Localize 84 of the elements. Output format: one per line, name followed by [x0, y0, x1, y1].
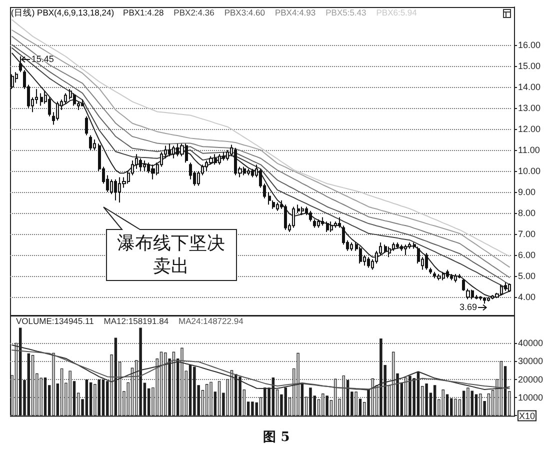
- candlestick: [466, 288, 470, 300]
- candlestick: [139, 158, 142, 172]
- y-tick-label: 10.00: [518, 166, 541, 176]
- candlestick: [326, 220, 329, 232]
- candlestick: [168, 143, 171, 157]
- text: PBX1:4.28: [123, 8, 164, 18]
- y-tick-label: 30000: [518, 356, 544, 366]
- candlestick: [446, 269, 449, 279]
- candlestick: [143, 160, 146, 172]
- candlestick: [114, 178, 117, 201]
- y-tick-label: 40000: [518, 338, 544, 348]
- annotation: 3.69: [459, 302, 477, 312]
- candlestick: [479, 296, 482, 301]
- candlestick: [247, 168, 250, 176]
- candlestick: [429, 267, 432, 275]
- text: PBX4:4.93: [274, 8, 316, 18]
- y-tick-label: 14.00: [518, 82, 541, 92]
- y-tick-label: 9.00: [518, 187, 536, 198]
- candlestick: [400, 244, 403, 252]
- y-tick-label: X10: [519, 411, 536, 422]
- candlestick: [334, 220, 337, 228]
- candlestick: [359, 246, 362, 264]
- candlestick: [81, 99, 84, 106]
- candlestick: [454, 274, 457, 283]
- candlestick: [309, 210, 312, 222]
- chart-title: (日线) PBX(4,6,9,13,18,24): [11, 8, 114, 18]
- candlestick: [367, 256, 370, 268]
- text: PBX3:4.60: [224, 8, 266, 18]
- candlestick: [172, 145, 175, 159]
- candlestick: [89, 134, 92, 150]
- caption: 图 5: [262, 429, 291, 446]
- candlestick: [483, 296, 486, 304]
- candlestick: [317, 218, 320, 228]
- candlestick: [425, 252, 428, 270]
- text: PBX2:4.36: [174, 8, 215, 18]
- y-tick-label: 7.00: [518, 229, 536, 240]
- candlestick: [222, 152, 225, 161]
- text: MA12:158191.84: [104, 316, 169, 326]
- y-tick-label: 6.00: [518, 250, 536, 260]
- candlestick: [218, 154, 221, 166]
- candlestick: [350, 242, 353, 252]
- y-tick-label: 15.00: [518, 60, 541, 71]
- candlestick: [73, 92, 76, 106]
- candlestick: [388, 246, 391, 258]
- candlestick: [404, 244, 407, 256]
- candlestick: [396, 242, 399, 250]
- candlestick: [284, 204, 287, 230]
- candlestick: [330, 220, 333, 232]
- candlestick: [458, 274, 461, 279]
- candlestick: [11, 74, 14, 90]
- candlestick: [19, 56, 22, 73]
- y-tick-label: 13.00: [518, 102, 541, 113]
- y-tick-label: 4.00: [518, 292, 536, 302]
- y-tick-label: 10000: [518, 392, 544, 402]
- candlestick: [251, 168, 254, 178]
- candlestick: [384, 244, 387, 254]
- candlestick: [462, 278, 465, 292]
- annotation: 瀑布线下坚决卖出: [116, 232, 226, 279]
- y-tick-label: 11.00: [518, 144, 540, 155]
- candlestick: [56, 101, 59, 122]
- y-tick-label: 8.00: [518, 208, 536, 218]
- candlestick: [268, 192, 271, 206]
- series-label: VOLUME:134945.11: [16, 316, 94, 326]
- candlestick: [93, 138, 96, 150]
- candlestick: [276, 202, 279, 212]
- text: MA24:148722.94: [178, 316, 244, 326]
- candlestick: [85, 116, 88, 136]
- candlestick: [504, 282, 507, 292]
- candlestick: [437, 274, 441, 281]
- y-tick-label: 16.00: [518, 40, 541, 50]
- candlestick: [313, 218, 316, 228]
- y-tick-label: 20000: [518, 374, 544, 384]
- y-tick-label: 5.00: [518, 271, 536, 282]
- annotation: 15.45: [31, 54, 54, 65]
- candlestick: [297, 204, 300, 214]
- y-tick-label: 12.00: [518, 124, 541, 134]
- candlestick: [40, 92, 43, 106]
- candlestick: [151, 164, 155, 180]
- text: PBX5:5.43: [326, 8, 367, 18]
- candlestick: [292, 206, 295, 228]
- candlestick: [338, 216, 341, 228]
- candlestick: [321, 216, 324, 226]
- candlestick: [450, 274, 453, 281]
- candlestick: [301, 206, 304, 216]
